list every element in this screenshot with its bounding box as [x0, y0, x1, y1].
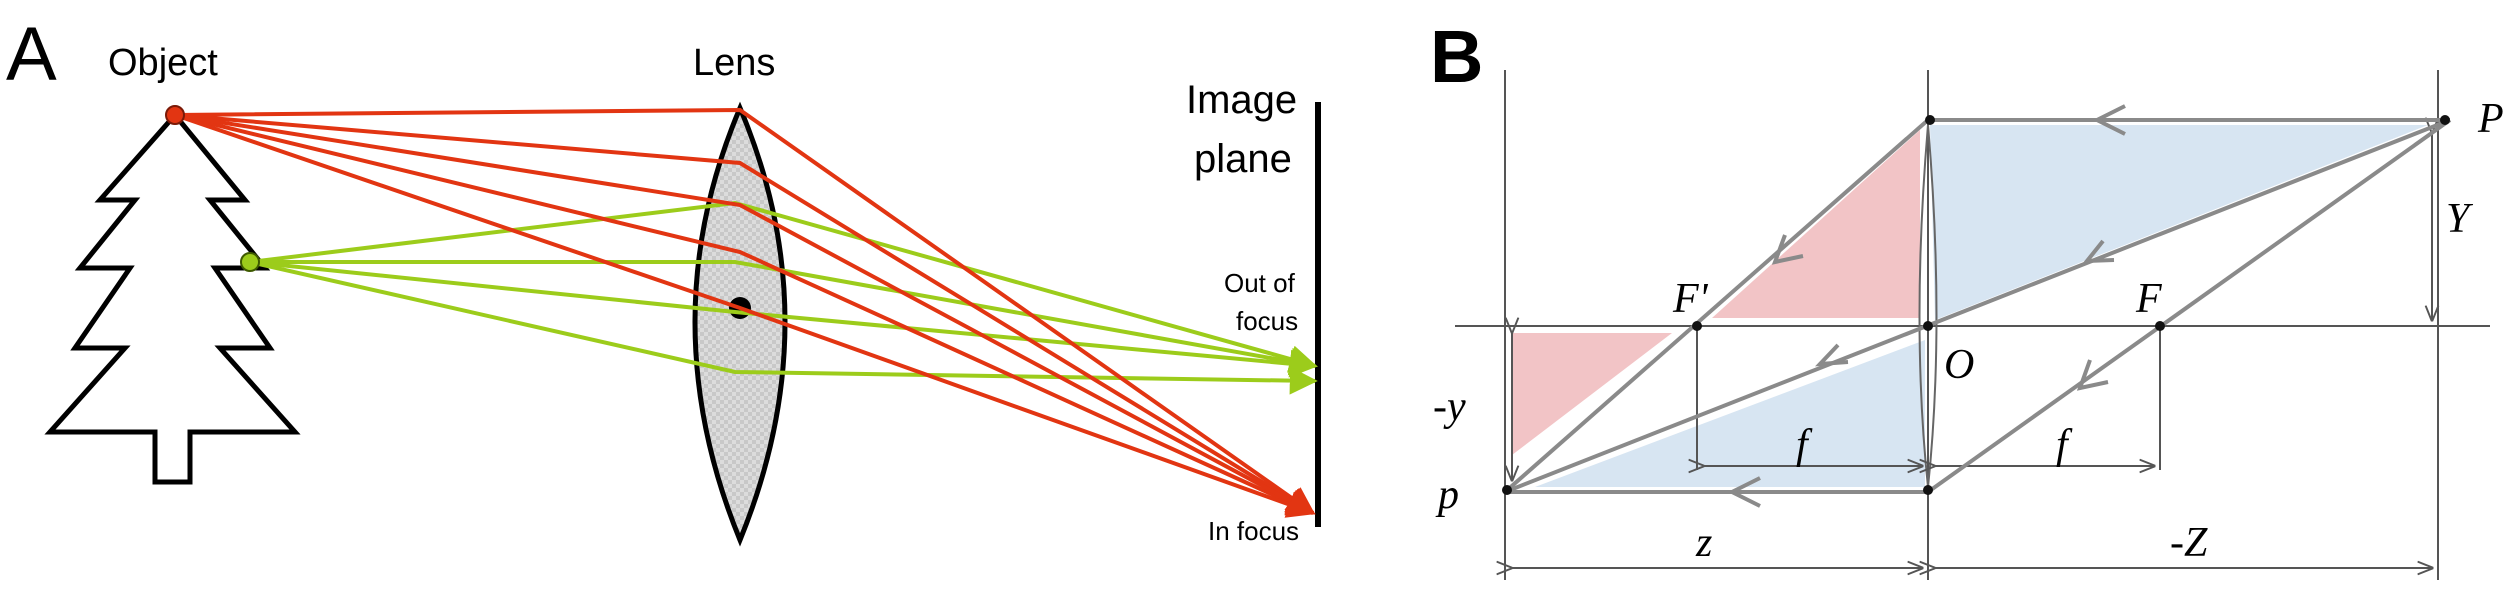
rays-b	[1503, 118, 2452, 494]
green-ray-2	[250, 260, 1318, 376]
image-plane-label-line1: Image	[1186, 78, 1297, 122]
label-f-right: f	[2056, 422, 2073, 468]
pink-triangle-left	[1512, 333, 1672, 455]
chevron-bottom	[1727, 476, 1761, 508]
red-ray-1	[174, 107, 1316, 515]
ray-center	[1504, 118, 2451, 494]
lens-shape	[692, 101, 788, 547]
points-b	[1502, 115, 2450, 495]
ray-top-through-F-prime	[1503, 118, 1930, 494]
panel-b-label: B	[1430, 15, 1483, 98]
out-of-focus-label-line1: Out of	[1224, 268, 1296, 298]
ray-through-F	[1926, 118, 2452, 494]
label-p: p	[1435, 472, 1459, 518]
label-neg-Z: -Z	[2170, 520, 2208, 566]
point-O	[1923, 321, 1933, 331]
object-point-red	[165, 105, 185, 125]
blue-region-upper	[1930, 125, 2428, 320]
chevron-top	[2092, 104, 2126, 136]
red-ray-5	[174, 113, 1316, 515]
point-p	[1502, 485, 1512, 495]
object-point-green	[240, 252, 260, 272]
ray-direction-chevrons	[1727, 104, 2126, 508]
panel-b: B	[1430, 15, 2504, 580]
point-top-lens	[1925, 115, 1935, 125]
panel-a: A Object Lens Image plane Out of focus I…	[6, 12, 1321, 547]
chevron-lower-diag	[2076, 359, 2109, 391]
out-of-focus-label-line2: focus	[1236, 306, 1298, 336]
label-F: F	[2135, 276, 2162, 322]
chevron-upper-diag	[1771, 234, 1804, 265]
label-Y: Y	[2446, 196, 2474, 242]
chevron-center-1	[2082, 239, 2115, 264]
blue-region-lower	[1535, 340, 1925, 487]
point-F-prime	[1692, 321, 1702, 331]
object-label: Object	[108, 42, 218, 84]
red-ray-4	[174, 113, 1316, 518]
dimension-arrows	[1511, 132, 2432, 568]
point-F	[2155, 321, 2165, 331]
image-plane-label-line2: plane	[1194, 137, 1292, 181]
lens-label: Lens	[693, 42, 775, 84]
red-ray-3	[174, 113, 1316, 516]
in-focus-label: In focus	[1208, 516, 1299, 546]
panel-a-label: A	[6, 12, 57, 97]
label-P: P	[2477, 96, 2504, 142]
point-bottom-lens	[1923, 485, 1933, 495]
in-focus-rays	[174, 107, 1316, 518]
label-O: O	[1944, 342, 1974, 388]
label-neg-y: -y	[1433, 384, 1466, 430]
pink-triangle-upper	[1712, 130, 1920, 318]
chevron-center-2	[1815, 343, 1849, 367]
point-P	[2440, 115, 2450, 125]
label-F-prime: F'	[1672, 276, 1709, 322]
red-ray-2	[174, 113, 1316, 515]
green-ray-3	[249, 260, 1318, 378]
label-z: z	[1695, 520, 1712, 566]
tree-object	[44, 111, 301, 485]
